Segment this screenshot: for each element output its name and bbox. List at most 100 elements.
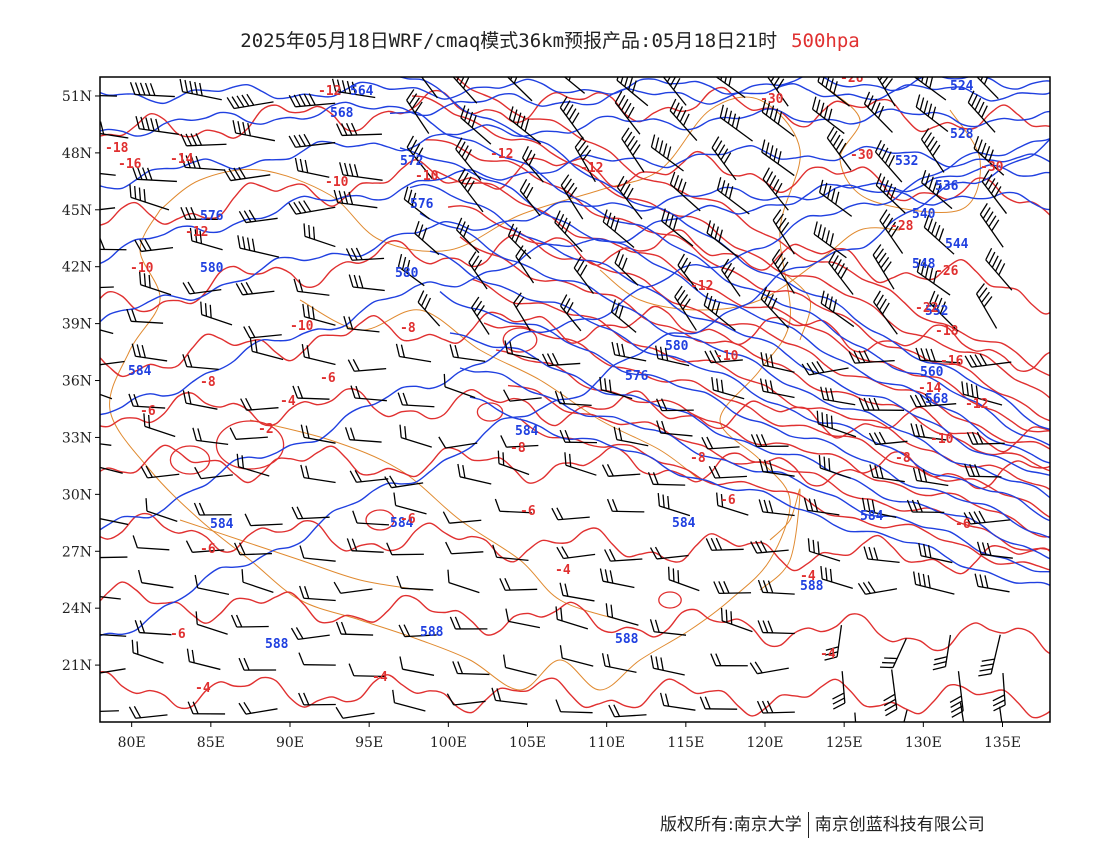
temperature-label: -6 bbox=[720, 493, 736, 508]
wind-barb bbox=[915, 94, 949, 133]
wind-barb bbox=[820, 290, 855, 328]
wind-barb bbox=[497, 450, 530, 476]
wind-barb bbox=[599, 376, 633, 400]
y-tick-label: 51N bbox=[62, 89, 92, 105]
wind-barb bbox=[288, 133, 336, 148]
wind-barb bbox=[966, 431, 1005, 445]
wind-barb bbox=[669, 98, 698, 141]
temperature-label: -12 bbox=[580, 161, 603, 176]
wind-barb bbox=[235, 282, 275, 296]
wind-barb bbox=[657, 492, 691, 517]
x-tick-label: 100E bbox=[430, 735, 467, 751]
wind-barb bbox=[826, 126, 852, 171]
wind-barb bbox=[349, 470, 389, 483]
wind-barb bbox=[969, 77, 999, 100]
height-label: 560 bbox=[920, 365, 944, 380]
wind-barb bbox=[238, 209, 278, 224]
wind-barb bbox=[397, 392, 435, 408]
wind-barb bbox=[601, 653, 637, 673]
wind-barb bbox=[898, 709, 908, 722]
wind-barb bbox=[229, 427, 268, 440]
wind-barb bbox=[445, 541, 484, 555]
border-line bbox=[599, 227, 901, 311]
border-line bbox=[109, 96, 801, 691]
wind-barb bbox=[335, 706, 375, 719]
temperature-label: -4 bbox=[555, 563, 571, 578]
wind-barb bbox=[564, 452, 597, 476]
wind-barb bbox=[614, 250, 639, 286]
wind-barb bbox=[100, 668, 126, 675]
temperature-closed-contour bbox=[502, 327, 538, 353]
wind-barb bbox=[299, 585, 336, 602]
wind-barb bbox=[182, 354, 219, 370]
wind-barb bbox=[452, 661, 490, 676]
x-tick-label: 130E bbox=[905, 735, 942, 751]
wind-barb bbox=[560, 294, 582, 332]
wind-barb bbox=[238, 701, 278, 715]
wind-barb bbox=[761, 139, 795, 177]
wind-barb bbox=[816, 410, 857, 438]
wind-barb bbox=[757, 620, 795, 635]
wind-barb bbox=[604, 548, 643, 562]
temperature-label: -8 bbox=[400, 321, 416, 336]
wind-barb bbox=[185, 540, 225, 553]
wind-barb bbox=[749, 661, 789, 675]
wind-barb bbox=[605, 603, 639, 626]
wind-barb bbox=[179, 78, 222, 101]
wind-barb bbox=[129, 82, 175, 98]
height-contour-line bbox=[429, 250, 1050, 522]
wind-barb bbox=[303, 223, 336, 248]
wind-barb bbox=[438, 436, 478, 449]
wind-barb bbox=[863, 546, 900, 564]
wind-barb bbox=[711, 136, 737, 181]
wind-barb bbox=[100, 360, 125, 367]
wind-barb bbox=[137, 569, 174, 589]
wind-barb bbox=[716, 177, 750, 215]
wind-barb bbox=[758, 499, 795, 517]
wind-barb bbox=[238, 657, 277, 671]
wind-barb bbox=[335, 621, 374, 636]
height-label: 576 bbox=[410, 197, 434, 212]
temperature-label: -16 bbox=[118, 157, 142, 172]
temperature-label: -10 bbox=[130, 261, 154, 276]
wind-barb bbox=[386, 542, 424, 556]
wind-barb bbox=[759, 378, 795, 399]
wind-barb bbox=[100, 464, 123, 474]
wind-barb bbox=[396, 575, 434, 591]
wind-barb bbox=[762, 167, 789, 211]
wind-barb bbox=[100, 207, 116, 213]
wind-barb bbox=[195, 611, 228, 635]
y-tick-label: 36N bbox=[62, 374, 92, 390]
wind-barb bbox=[100, 440, 112, 446]
wind-barb bbox=[346, 538, 384, 553]
wind-barb bbox=[100, 324, 114, 335]
temperature-label: -16 bbox=[940, 354, 964, 369]
wind-barb bbox=[131, 639, 164, 664]
wind-barb bbox=[186, 648, 221, 671]
temperature-contour-line bbox=[100, 229, 1050, 315]
wind-barb bbox=[807, 538, 841, 562]
wind-barb bbox=[128, 393, 166, 409]
height-contour-line bbox=[449, 332, 1050, 560]
wind-barb bbox=[513, 292, 531, 331]
wind-barb bbox=[100, 556, 128, 559]
wind-barb bbox=[923, 214, 955, 255]
temperature-label: -10 bbox=[415, 169, 439, 184]
temperature-label: -6 bbox=[520, 504, 536, 519]
temperature-label: -8 bbox=[200, 375, 216, 390]
temperature-contour-line bbox=[471, 278, 1050, 491]
temperature-label: -10 bbox=[930, 432, 954, 447]
temperature-label: -12 bbox=[490, 147, 513, 162]
wind-barb bbox=[455, 217, 480, 254]
wind-barb bbox=[918, 542, 953, 564]
temperature-label: -28 bbox=[890, 219, 914, 234]
wind-barb bbox=[139, 271, 172, 296]
wind-barb bbox=[873, 290, 898, 335]
temperature-label: -6 bbox=[400, 512, 416, 527]
wind-barb bbox=[869, 464, 905, 483]
wind-barb bbox=[100, 594, 121, 600]
height-label: 524 bbox=[950, 79, 974, 94]
height-label: 576 bbox=[625, 369, 649, 384]
wind-barb bbox=[180, 154, 226, 171]
wind-barb bbox=[302, 303, 336, 326]
